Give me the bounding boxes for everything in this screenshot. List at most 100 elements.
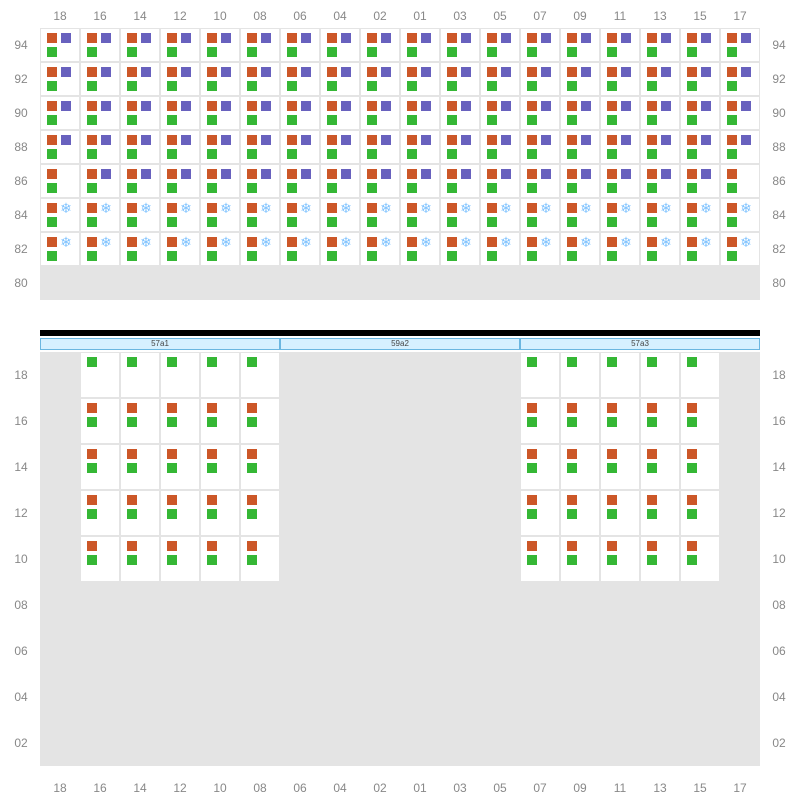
rack-cell[interactable] [320, 582, 360, 628]
rack-cell[interactable] [200, 62, 240, 96]
rack-cell[interactable] [400, 62, 440, 96]
rack-cell[interactable] [40, 444, 80, 490]
rack-cell[interactable] [640, 628, 680, 674]
rack-cell[interactable] [80, 444, 120, 490]
rack-cell[interactable] [360, 266, 400, 300]
rack-cell[interactable] [240, 96, 280, 130]
rack-cell[interactable] [680, 130, 720, 164]
rack-cell[interactable] [80, 536, 120, 582]
rack-cell[interactable] [640, 582, 680, 628]
rack-cell[interactable] [560, 164, 600, 198]
rack-cell[interactable]: ❄ [520, 198, 560, 232]
rack-cell[interactable] [320, 266, 360, 300]
rack-cell[interactable] [560, 352, 600, 398]
rack-cell[interactable]: ❄ [440, 232, 480, 266]
rack-cell[interactable] [240, 398, 280, 444]
rack-cell[interactable] [400, 536, 440, 582]
rack-cell[interactable] [200, 536, 240, 582]
rack-cell[interactable] [480, 536, 520, 582]
rack-cell[interactable] [640, 96, 680, 130]
rack-cell[interactable] [160, 96, 200, 130]
rack-cell[interactable] [200, 674, 240, 720]
rack-cell[interactable] [720, 398, 760, 444]
rack-cell[interactable] [360, 164, 400, 198]
rack-cell[interactable]: ❄ [200, 198, 240, 232]
rack-cell[interactable]: ❄ [680, 232, 720, 266]
rack-cell[interactable] [280, 28, 320, 62]
rack-cell[interactable] [640, 674, 680, 720]
rack-cell[interactable] [720, 720, 760, 766]
rack-cell[interactable] [440, 352, 480, 398]
rack-cell[interactable]: ❄ [360, 232, 400, 266]
rack-cell[interactable] [520, 628, 560, 674]
rack-cell[interactable] [560, 674, 600, 720]
rack-cell[interactable] [680, 536, 720, 582]
rack-cell[interactable] [120, 28, 160, 62]
rack-cell[interactable] [120, 164, 160, 198]
rack-cell[interactable] [400, 130, 440, 164]
rack-cell[interactable] [160, 62, 200, 96]
rack-cell[interactable] [160, 490, 200, 536]
rack-cell[interactable] [280, 352, 320, 398]
rack-cell[interactable] [560, 96, 600, 130]
rack-cell[interactable] [400, 164, 440, 198]
rack-cell[interactable] [40, 720, 80, 766]
rack-cell[interactable] [200, 266, 240, 300]
rack-cell[interactable] [640, 536, 680, 582]
rack-cell[interactable]: ❄ [40, 232, 80, 266]
rack-cell[interactable] [600, 398, 640, 444]
rack-cell[interactable] [160, 628, 200, 674]
rack-cell[interactable] [440, 444, 480, 490]
rack-cell[interactable] [40, 352, 80, 398]
rack-cell[interactable] [160, 582, 200, 628]
rack-cell[interactable] [200, 720, 240, 766]
rack-cell[interactable]: ❄ [160, 232, 200, 266]
rack-cell[interactable] [520, 130, 560, 164]
rack-cell[interactable] [280, 628, 320, 674]
rack-cell[interactable] [480, 628, 520, 674]
rack-cell[interactable] [600, 266, 640, 300]
rack-cell[interactable] [40, 62, 80, 96]
rack-cell[interactable] [720, 352, 760, 398]
rack-cell[interactable] [640, 352, 680, 398]
rack-cell[interactable] [560, 130, 600, 164]
rack-cell[interactable] [720, 536, 760, 582]
rack-cell[interactable] [600, 352, 640, 398]
rack-cell[interactable]: ❄ [440, 198, 480, 232]
rack-cell[interactable]: ❄ [320, 198, 360, 232]
rack-cell[interactable] [80, 490, 120, 536]
rack-cell[interactable] [160, 28, 200, 62]
rack-cell[interactable] [120, 266, 160, 300]
rack-cell[interactable]: ❄ [200, 232, 240, 266]
rack-cell[interactable] [320, 674, 360, 720]
rack-cell[interactable]: ❄ [720, 232, 760, 266]
rack-cell[interactable]: ❄ [160, 198, 200, 232]
rack-cell[interactable] [400, 720, 440, 766]
rack-cell[interactable] [360, 536, 400, 582]
rack-cell[interactable] [520, 28, 560, 62]
rack-cell[interactable] [80, 266, 120, 300]
rack-cell[interactable] [440, 62, 480, 96]
rack-cell[interactable] [120, 398, 160, 444]
rack-cell[interactable] [240, 536, 280, 582]
rack-cell[interactable] [160, 164, 200, 198]
rack-cell[interactable] [120, 130, 160, 164]
rack-cell[interactable] [560, 62, 600, 96]
rack-cell[interactable] [80, 352, 120, 398]
rack-cell[interactable] [600, 130, 640, 164]
rack-cell[interactable] [120, 62, 160, 96]
rack-cell[interactable] [600, 720, 640, 766]
rack-cell[interactable] [720, 628, 760, 674]
rack-cell[interactable] [80, 582, 120, 628]
rack-cell[interactable] [480, 266, 520, 300]
rack-cell[interactable] [480, 398, 520, 444]
rack-cell[interactable] [680, 96, 720, 130]
rack-cell[interactable] [240, 628, 280, 674]
rack-cell[interactable]: ❄ [600, 198, 640, 232]
rack-cell[interactable]: ❄ [640, 198, 680, 232]
rack-cell[interactable] [240, 266, 280, 300]
rack-cell[interactable] [360, 582, 400, 628]
rack-cell[interactable] [480, 582, 520, 628]
rack-cell[interactable] [520, 536, 560, 582]
rack-cell[interactable] [280, 130, 320, 164]
